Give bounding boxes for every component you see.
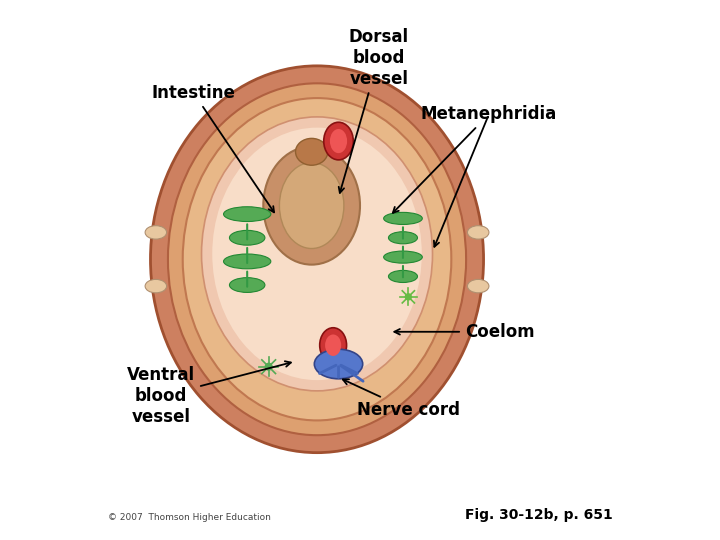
Ellipse shape — [168, 83, 466, 435]
Ellipse shape — [183, 98, 451, 421]
Text: Coelom: Coelom — [395, 323, 534, 341]
Ellipse shape — [202, 117, 433, 391]
Ellipse shape — [330, 129, 347, 153]
Text: Dorsal
blood
vessel: Dorsal blood vessel — [338, 28, 409, 193]
Circle shape — [405, 294, 411, 300]
Ellipse shape — [320, 328, 346, 363]
FancyArrowPatch shape — [320, 365, 336, 374]
Ellipse shape — [389, 232, 418, 244]
Ellipse shape — [150, 66, 484, 453]
Circle shape — [265, 363, 272, 370]
Ellipse shape — [212, 127, 422, 380]
Text: Metanephridia: Metanephridia — [393, 105, 557, 213]
Text: Fig. 30-12b, p. 651: Fig. 30-12b, p. 651 — [464, 509, 613, 523]
Ellipse shape — [384, 212, 423, 225]
Ellipse shape — [315, 349, 363, 379]
Text: Ventral
blood
vessel: Ventral blood vessel — [127, 361, 291, 426]
Ellipse shape — [384, 251, 423, 263]
Text: © 2007  Thomson Higher Education: © 2007 Thomson Higher Education — [107, 514, 271, 523]
Ellipse shape — [467, 226, 489, 239]
Ellipse shape — [295, 138, 328, 165]
Ellipse shape — [223, 254, 271, 269]
FancyArrowPatch shape — [341, 366, 363, 381]
FancyArrowPatch shape — [341, 365, 358, 374]
Ellipse shape — [467, 279, 489, 293]
Ellipse shape — [324, 122, 354, 160]
Ellipse shape — [223, 207, 271, 221]
Ellipse shape — [389, 271, 418, 282]
Ellipse shape — [230, 231, 265, 245]
Ellipse shape — [145, 226, 166, 239]
Text: Nerve cord: Nerve cord — [343, 379, 460, 418]
Ellipse shape — [230, 278, 265, 293]
Text: Intestine: Intestine — [151, 84, 274, 212]
Ellipse shape — [325, 334, 341, 356]
Ellipse shape — [145, 279, 166, 293]
Ellipse shape — [279, 163, 344, 248]
Ellipse shape — [264, 146, 360, 265]
